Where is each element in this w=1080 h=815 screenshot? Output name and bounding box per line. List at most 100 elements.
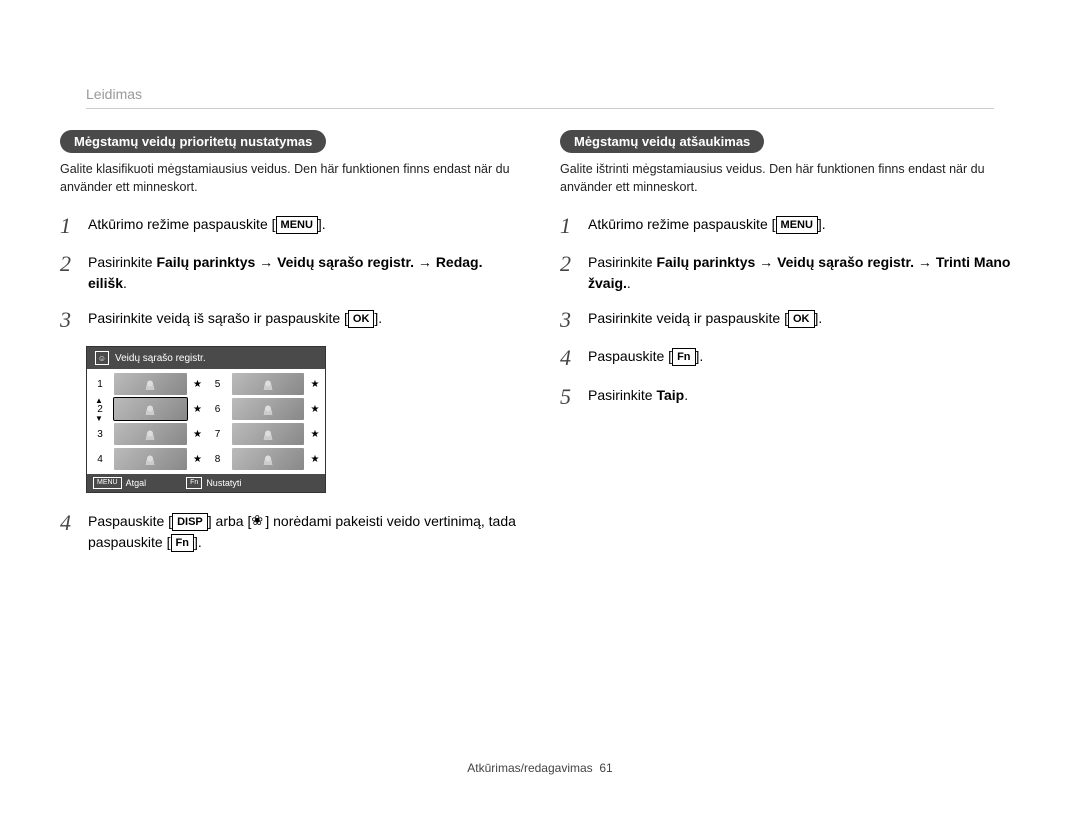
right-step-4: 4 Paspauskite [Fn].: [560, 346, 1020, 370]
text: ] arba [: [208, 513, 252, 529]
face-thumbnail: [114, 448, 187, 470]
step-text: Atkūrimo režime paspauskite [MENU].: [588, 214, 1020, 235]
step-number: 4: [560, 346, 578, 370]
text: Atkūrimo režime paspauskite [: [588, 216, 776, 232]
face-thumbnail: [114, 423, 187, 445]
left-step-2: 2 Pasirinkite Failų parinktys → Veidų są…: [60, 252, 520, 294]
left-column: Mėgstamų veidų prioritetų nustatymas Gal…: [60, 130, 520, 567]
bold-text: Failų parinktys: [156, 254, 255, 270]
footer-back: MENU Atgal: [93, 477, 146, 489]
text: Atkūrimo režime paspauskite [: [88, 216, 276, 232]
ok-key-icon: OK: [348, 310, 375, 328]
face-grid: 1 ★ 5 ★ ▲ 2 ▼ ★ 6 ★ 3: [87, 369, 325, 474]
text: →: [755, 254, 777, 270]
text: ].: [818, 216, 826, 232]
text: Pasirinkite: [88, 254, 156, 270]
right-step-1: 1 Atkūrimo režime paspauskite [MENU].: [560, 214, 1020, 238]
step-number: 1: [60, 214, 78, 238]
step-text: Pasirinkite veidą ir paspauskite [OK].: [588, 308, 1020, 329]
disp-key-icon: DISP: [172, 513, 208, 531]
star-icon: ★: [192, 379, 204, 390]
face-index: 5: [209, 379, 227, 390]
fn-key-icon: Fn: [672, 348, 695, 366]
face-thumbnail-selected: [114, 398, 187, 420]
face-thumbnail: [232, 448, 305, 470]
face-index: 3: [91, 429, 109, 440]
face-list-icon: ☺: [95, 351, 109, 365]
step-number: 5: [560, 385, 578, 409]
footer-text: Atkūrimas/redagavimas: [467, 761, 592, 775]
bold-text: Failų parinktys: [656, 254, 755, 270]
text: ].: [194, 534, 202, 550]
menu-key-icon: MENU: [276, 216, 318, 234]
text: ].: [815, 310, 823, 326]
star-icon: ★: [309, 379, 321, 390]
bold-text: Veidų sąrašo registr.: [277, 254, 414, 270]
step-number: 3: [60, 308, 78, 332]
right-heading-pill: Mėgstamų veidų atšaukimas: [560, 130, 764, 153]
down-arrow-icon: ▼: [95, 414, 103, 423]
face-index: 1: [91, 379, 109, 390]
face-thumbnail: [114, 373, 187, 395]
face-index: 4: [91, 454, 109, 465]
text: →: [914, 254, 936, 270]
label: Atgal: [126, 478, 147, 488]
right-intro: Galite ištrinti mėgstamiausius veidus. D…: [560, 161, 1020, 196]
star-icon: ★: [309, 404, 321, 415]
left-intro: Galite klasifikuoti mėgstamiausius veidu…: [60, 161, 520, 196]
right-column: Mėgstamų veidų atšaukimas Galite ištrint…: [560, 130, 1020, 567]
text: Paspauskite [: [588, 348, 672, 364]
step-number: 2: [60, 252, 78, 276]
left-step-3: 3 Pasirinkite veidą iš sąrašo ir paspaus…: [60, 308, 520, 332]
right-step-2: 2 Pasirinkite Failų parinktys → Veidų są…: [560, 252, 1020, 294]
text: .: [123, 275, 127, 291]
step-text: Paspauskite [Fn].: [588, 346, 1020, 367]
text: →: [255, 254, 277, 270]
face-thumbnail: [232, 373, 305, 395]
menu-key-icon: MENU: [93, 477, 122, 489]
step-number: 4: [60, 511, 78, 535]
star-icon: ★: [309, 454, 321, 465]
text: ].: [696, 348, 704, 364]
text: Pasirinkite veidą ir paspauskite [: [588, 310, 788, 326]
text: Pasirinkite veidą iš sąrašo ir paspauski…: [88, 310, 348, 326]
up-arrow-icon: ▲: [95, 396, 103, 405]
bold-text: Veidų sąrašo registr.: [777, 254, 914, 270]
macro-flower-icon: [251, 514, 265, 528]
right-step-3: 3 Pasirinkite veidą ir paspauskite [OK].: [560, 308, 1020, 332]
text: ].: [374, 310, 382, 326]
step-text: Pasirinkite Failų parinktys → Veidų sąra…: [588, 252, 1020, 294]
menu-key-icon: MENU: [776, 216, 818, 234]
content-columns: Mėgstamų veidų prioritetų nustatymas Gal…: [60, 130, 1020, 567]
step-number: 3: [560, 308, 578, 332]
left-step-1: 1 Atkūrimo režime paspauskite [MENU].: [60, 214, 520, 238]
screenshot-footer: MENU Atgal Fn Nustatyti: [87, 474, 325, 492]
step-number: 1: [560, 214, 578, 238]
label: Nustatyti: [206, 478, 241, 488]
text: Paspauskite [: [88, 513, 172, 529]
text: .: [627, 275, 631, 291]
text: ].: [318, 216, 326, 232]
step-text: Pasirinkite Taip.: [588, 385, 1020, 406]
face-index: 8: [209, 454, 227, 465]
ok-key-icon: OK: [788, 310, 815, 328]
right-step-5: 5 Pasirinkite Taip.: [560, 385, 1020, 409]
text: .: [684, 387, 688, 403]
star-icon: ★: [192, 404, 204, 415]
face-index-selected: ▲ 2 ▼: [91, 404, 109, 415]
screenshot-titlebar: ☺ Veidų sąrašo registr.: [87, 347, 325, 369]
star-icon: ★: [309, 429, 321, 440]
page-number: 61: [599, 761, 612, 775]
page-footer: Atkūrimas/redagavimas 61: [0, 761, 1080, 775]
step-text: Pasirinkite veidą iš sąrašo ir paspauski…: [88, 308, 520, 329]
left-step-4: 4 Paspauskite [DISP] arba [] norėdami pa…: [60, 511, 520, 553]
step-text: Pasirinkite Failų parinktys → Veidų sąra…: [88, 252, 520, 294]
camera-screenshot: ☺ Veidų sąrašo registr. 1 ★ 5 ★ ▲ 2 ▼: [86, 346, 326, 493]
star-icon: ★: [192, 454, 204, 465]
screenshot-title: Veidų sąrašo registr.: [115, 353, 206, 364]
step-number: 2: [560, 252, 578, 276]
fn-key-icon: Fn: [186, 477, 202, 489]
text: Pasirinkite: [588, 254, 656, 270]
face-thumbnail: [232, 398, 305, 420]
fn-key-icon: Fn: [171, 534, 194, 552]
